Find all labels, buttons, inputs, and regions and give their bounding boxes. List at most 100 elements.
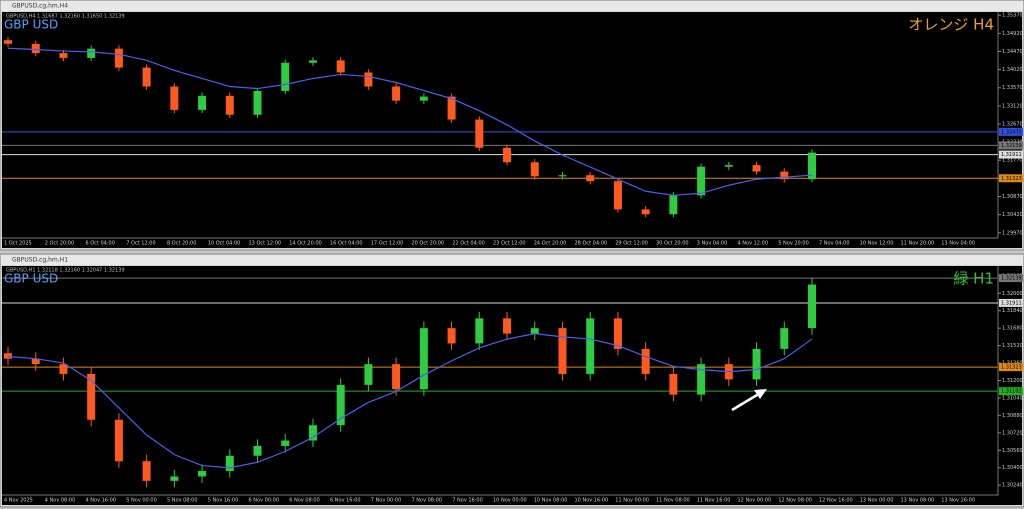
- time-label: 7 Nov 16:00: [452, 498, 483, 504]
- chart-area: [2, 266, 1022, 505]
- time-label: 7 Oct 12:00: [126, 241, 155, 247]
- time-label: 10 Nov 16:00: [575, 498, 609, 504]
- time-label: 5 Nov 20:00: [778, 241, 809, 247]
- time-label: 16 Oct 04:00: [330, 241, 363, 247]
- candle-body: [336, 60, 345, 73]
- time-label: 13 Nov 16:00: [941, 498, 975, 504]
- time-label: 12 Nov 00:00: [738, 498, 772, 504]
- candle-body: [641, 348, 650, 374]
- candle-body: [558, 175, 567, 177]
- time-label: 29 Oct 12:00: [615, 241, 648, 247]
- candle-body: [114, 419, 123, 462]
- candle-body: [281, 62, 290, 91]
- candle-body: [475, 119, 484, 148]
- candle-body: [447, 96, 456, 120]
- time-label: 7 Nov 00:00: [371, 498, 402, 504]
- annotation-arrow: [731, 390, 763, 412]
- price-level-tag: [999, 174, 1023, 183]
- time-label: 20 Oct 20:00: [412, 241, 445, 247]
- timeframe-label: オレンジ H4: [908, 16, 994, 34]
- time-label: 5 Nov 00:00: [126, 498, 157, 504]
- candle-body: [225, 455, 234, 472]
- candle-body: [697, 166, 706, 196]
- candle-body: [198, 471, 207, 477]
- price-level-tag: [999, 150, 1023, 159]
- y-tick-label: 1.33570: [1002, 85, 1023, 91]
- time-label: 6 Nov 16:00: [330, 498, 361, 504]
- candle-body: [59, 53, 68, 58]
- time-label: 1 Oct 2025: [4, 241, 32, 247]
- candle-body: [59, 364, 68, 374]
- time-label: 13 Nov 04:00: [941, 241, 975, 247]
- time-label: 6 Nov 00:00: [249, 498, 280, 504]
- time-label: 2 Oct 20:00: [45, 241, 74, 247]
- candle-body: [780, 328, 789, 349]
- candle-body: [752, 348, 761, 380]
- time-label: 23 Oct 12:00: [493, 241, 526, 247]
- price-level-label: 1.31911: [1001, 300, 1022, 306]
- y-tick-label: 1.30420: [1002, 212, 1023, 218]
- time-label: 10 Oct 04:00: [208, 241, 241, 247]
- price-level-label: 1.31102: [1001, 389, 1022, 395]
- candle-body: [170, 476, 179, 481]
- candle-body: [87, 373, 96, 420]
- y-tick-label: 1.32000: [1002, 291, 1023, 297]
- time-label: 10 Nov 08:00: [534, 498, 568, 504]
- y-tick-label: 1.30240: [1002, 483, 1023, 489]
- candle-body: [142, 67, 151, 87]
- moving-average: [7, 333, 813, 469]
- y-tick-label: 1.34020: [1002, 67, 1023, 73]
- y-tick-label: 1.31680: [1002, 326, 1023, 332]
- y-tick-label: 1.31040: [1002, 395, 1023, 401]
- candle-body: [31, 358, 40, 365]
- y-tick-label: 1.31520: [1002, 343, 1023, 349]
- title-bar: [1, 1, 1023, 11]
- candle-body: [198, 95, 207, 110]
- price-level-label: 1.32475: [1001, 129, 1022, 135]
- candle-body: [447, 328, 456, 344]
- candle-body: [530, 328, 539, 334]
- y-tick-label: 1.31200: [1002, 378, 1023, 384]
- time-label: 5 Nov 08:00: [167, 498, 198, 504]
- title-bar: [1, 255, 1023, 265]
- candle-body: [808, 152, 816, 180]
- candle-body: [253, 90, 262, 115]
- candle-body: [364, 72, 373, 87]
- time-label: 12 Nov 16:00: [819, 498, 853, 504]
- time-label: 28 Oct 04:00: [575, 241, 608, 247]
- price-level-tag: [999, 387, 1023, 396]
- time-label: 11 Nov 00:00: [615, 498, 649, 504]
- candle-body: [808, 284, 816, 329]
- candle-body: [697, 364, 706, 395]
- time-label: 10 Nov 12:00: [860, 241, 894, 247]
- ohlc-info: GBPUSD,H4 1.31687 1.32160 1.31650 1.3213…: [6, 14, 125, 20]
- candle-body: [641, 209, 650, 215]
- price-level-label: 1.31323: [1001, 176, 1022, 182]
- y-tick-label: 1.31840: [1002, 308, 1023, 314]
- time-label: 17 Oct 12:00: [371, 241, 404, 247]
- candle-body: [419, 328, 428, 390]
- candle-body: [669, 195, 678, 215]
- time-label: 8 Oct 20:00: [167, 241, 196, 247]
- y-tick-label: 1.34470: [1002, 49, 1023, 55]
- candle-body: [724, 165, 733, 167]
- candle-body: [475, 318, 484, 344]
- y-tick-label: 1.34920: [1002, 31, 1023, 37]
- candle-body: [503, 318, 512, 334]
- candle-body: [392, 86, 401, 101]
- price-level-label: 1.31911: [1001, 152, 1022, 158]
- candle-body: [419, 96, 428, 101]
- y-tick-label: 1.31770: [1002, 158, 1023, 164]
- time-label: 22 Oct 04:00: [452, 241, 485, 247]
- price-level-label: 1.32139: [1001, 143, 1022, 149]
- time-label: 4 Nov 16:00: [86, 498, 117, 504]
- time-label: 14 Oct 20:00: [289, 241, 322, 247]
- ohlc-info: GBPUSD,H1 1.32118 1.32160 1.32047 1.3213…: [6, 268, 125, 274]
- price-level-tag: [999, 127, 1023, 136]
- window-title: GBPUSD,cg,hm,H1: [12, 257, 68, 264]
- candle-body: [87, 48, 96, 58]
- candle-body: [336, 384, 345, 426]
- candle-body: [308, 60, 317, 63]
- candle-body: [364, 364, 373, 385]
